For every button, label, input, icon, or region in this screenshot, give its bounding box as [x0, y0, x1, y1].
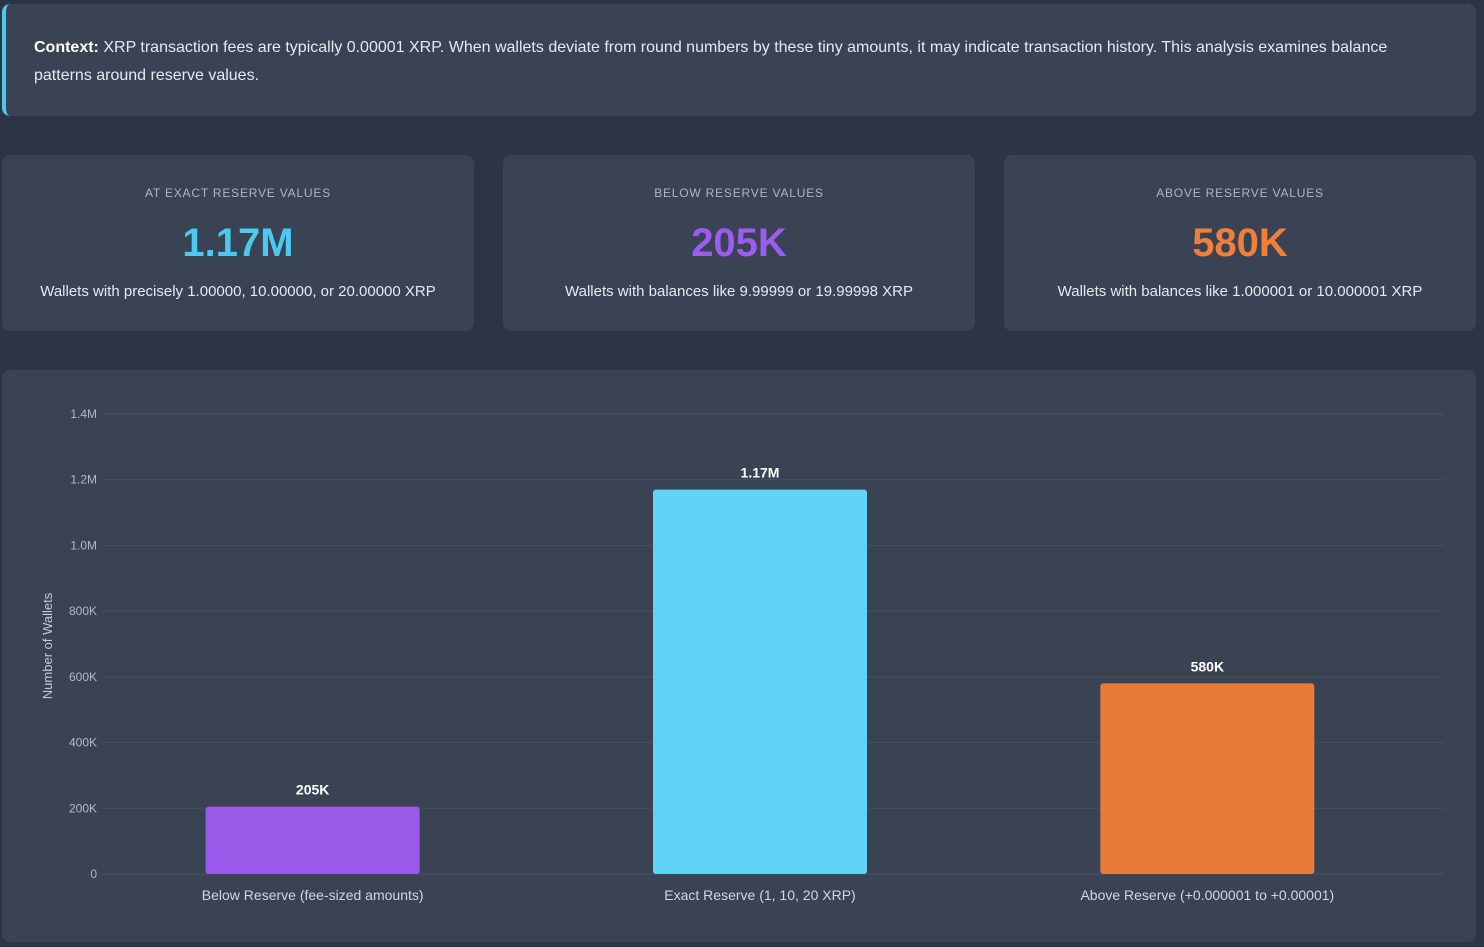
y-tick-label: 1.4M	[70, 407, 97, 421]
wallet-balance-bar-chart: 0 200K 400K 600K 800K 1.0M 1.2M 1.4M Number of W…	[40, 407, 1444, 903]
card-above-reserve: ABOVE RESERVE VALUES 580K Wallets with b…	[1004, 155, 1476, 331]
context-text: XRP transaction fees are typically 0.000…	[34, 39, 1388, 84]
x-tick-label: Below Reserve (fee-sized amounts)	[202, 887, 424, 903]
card-value: 580K	[1192, 221, 1288, 265]
chart-panel: 0 200K 400K 600K 800K 1.0M 1.2M 1.4M Number of W…	[2, 370, 1476, 942]
bar	[653, 489, 867, 874]
x-tick-label: Above Reserve (+0.000001 to +0.00001)	[1080, 887, 1334, 903]
y-tick-label: 800K	[69, 604, 97, 618]
card-description: Wallets with precisely 1.00000, 10.00000…	[40, 283, 436, 300]
card-value: 1.17M	[182, 221, 294, 265]
context-label: Context:	[34, 39, 99, 56]
y-tick-label: 1.0M	[70, 538, 97, 552]
x-tick-label: Exact Reserve (1, 10, 20 XRP)	[664, 887, 855, 903]
card-label: BELOW RESERVE VALUES	[654, 186, 824, 200]
card-description: Wallets with balances like 1.000001 or 1…	[1057, 283, 1423, 300]
card-exact-reserve: AT EXACT RESERVE VALUES 1.17M Wallets wi…	[2, 155, 474, 331]
bar-data-label: 205K	[296, 782, 329, 798]
y-tick-label: 400K	[69, 736, 97, 750]
bar-data-label: 580K	[1191, 658, 1224, 674]
y-axis-label: Number of Wallets	[40, 592, 55, 699]
card-label: ABOVE RESERVE VALUES	[1156, 186, 1324, 200]
card-description: Wallets with balances like 9.99999 or 19…	[565, 283, 913, 300]
summary-cards: AT EXACT RESERVE VALUES 1.17M Wallets wi…	[2, 155, 1478, 331]
y-tick-label: 200K	[69, 801, 97, 815]
y-tick-label: 0	[90, 867, 97, 881]
card-label: AT EXACT RESERVE VALUES	[144, 186, 332, 200]
y-tick-label: 1.2M	[70, 473, 97, 487]
card-below-reserve: BELOW RESERVE VALUES 205K Wallets with b…	[503, 155, 975, 331]
bar-data-label: 1.17M	[741, 465, 780, 481]
card-value: 205K	[691, 221, 787, 265]
y-tick-label: 600K	[69, 670, 97, 684]
context-note: Context: XRP transaction fees are typica…	[2, 4, 1476, 116]
bar	[1100, 683, 1315, 874]
bar	[205, 806, 420, 874]
